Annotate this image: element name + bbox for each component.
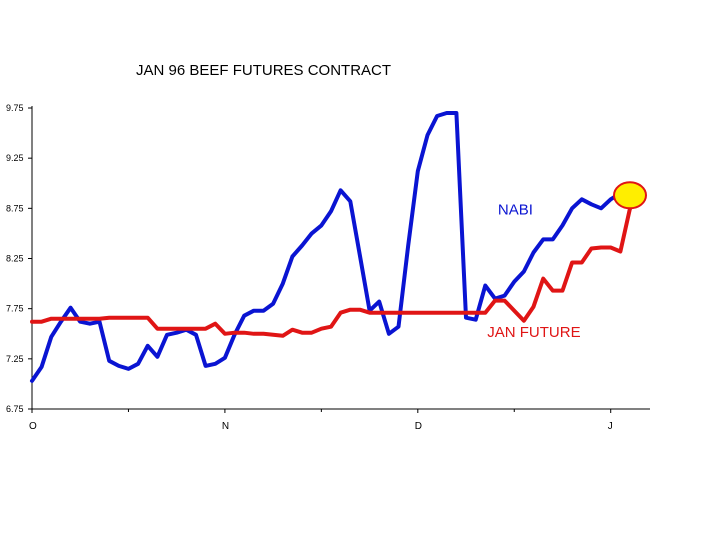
y-tick-label: 7.25 xyxy=(6,354,24,364)
series-line-jan-future xyxy=(30,206,632,338)
x-tick-label: N xyxy=(222,421,229,432)
x-tick-label: D xyxy=(415,421,422,432)
y-tick-label: 8.25 xyxy=(6,254,24,264)
x-tick-label: J xyxy=(608,421,613,432)
y-tick-label: 6.75 xyxy=(6,404,24,414)
chart-title: JAN 96 BEEF FUTURES CONTRACT xyxy=(136,62,392,79)
y-axis-ticks: 9.75 9.25 8.75 8.25 7.75 7.25 6.75 xyxy=(6,103,32,414)
y-tick-label: 8.75 xyxy=(6,203,24,213)
y-tick-label: 7.75 xyxy=(6,304,24,314)
y-tick-label: 9.25 xyxy=(6,153,24,163)
highlight-marker xyxy=(613,181,647,210)
series-lines xyxy=(30,111,632,383)
chart-axes xyxy=(31,106,650,410)
series-line-nabi xyxy=(30,111,632,383)
highlight-ellipse xyxy=(613,181,647,210)
y-tick-label: 9.75 xyxy=(6,103,24,113)
series-labels: NABI JAN FUTURE xyxy=(487,201,580,340)
series-label-jan-future: JAN FUTURE xyxy=(487,324,580,341)
series-label-nabi: NABI xyxy=(498,201,533,218)
x-tick-label: O xyxy=(29,421,37,432)
